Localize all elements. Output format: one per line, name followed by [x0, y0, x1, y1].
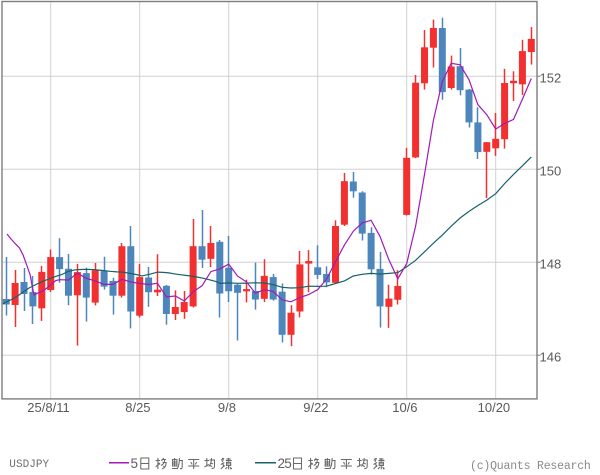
svg-text:5: 5 — [131, 456, 139, 471]
svg-text:152: 152 — [540, 71, 562, 86]
svg-text:25: 25 — [278, 456, 292, 471]
svg-text:148: 148 — [540, 257, 562, 272]
svg-text:10/20: 10/20 — [478, 400, 511, 415]
svg-text:25/8/11: 25/8/11 — [27, 400, 69, 415]
svg-text:10/6: 10/6 — [392, 400, 417, 415]
svg-text:9/8: 9/8 — [218, 400, 236, 415]
svg-text:8/25: 8/25 — [125, 400, 150, 415]
svg-text:146: 146 — [540, 350, 562, 365]
svg-text:150: 150 — [540, 164, 562, 179]
svg-text:9/22: 9/22 — [303, 400, 328, 415]
